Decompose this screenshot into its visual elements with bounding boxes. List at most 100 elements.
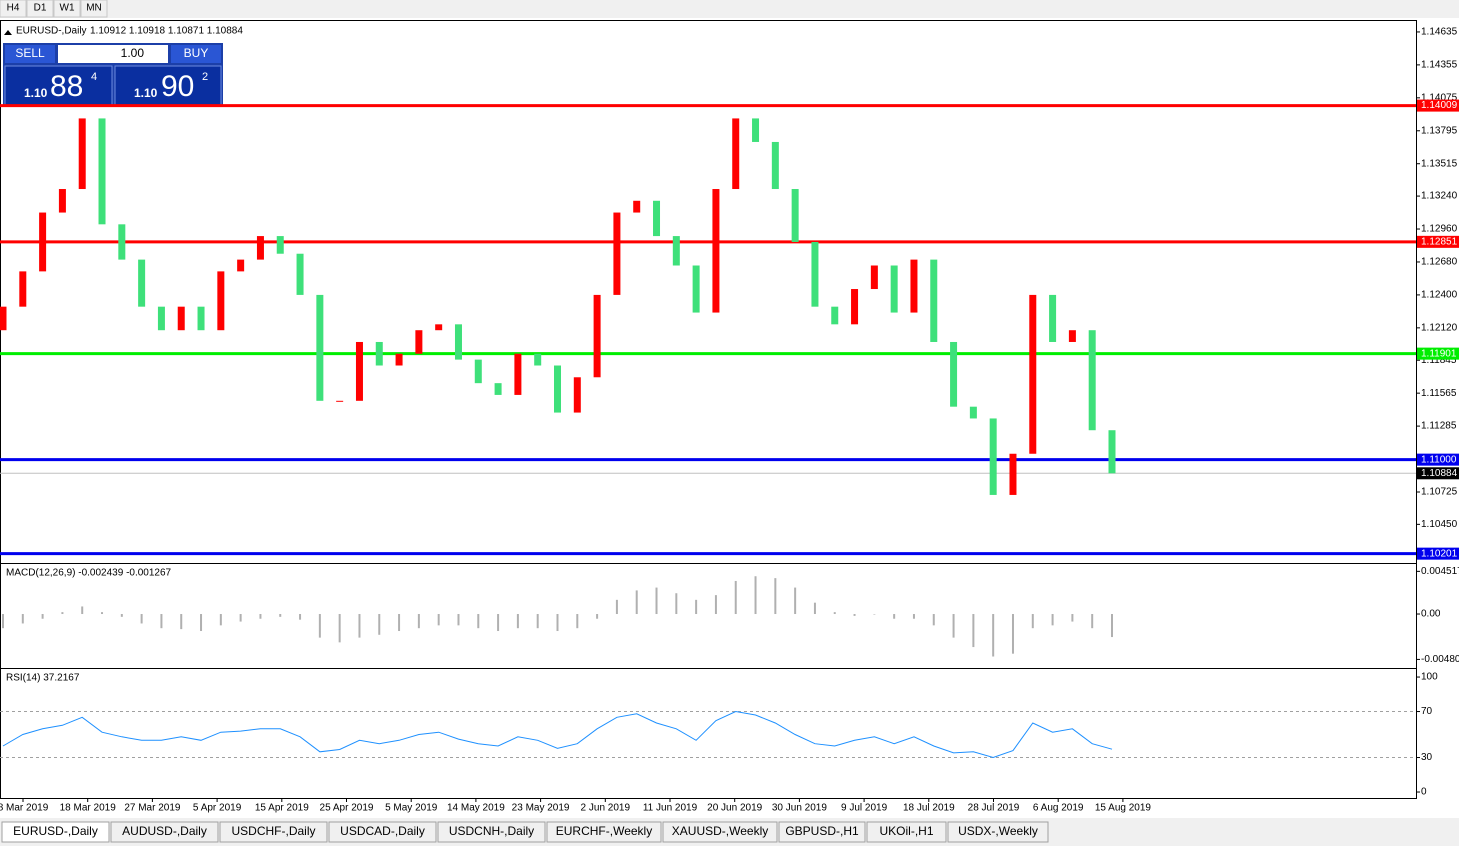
symbol-tab[interactable] bbox=[662, 821, 778, 843]
candle bbox=[771, 141, 779, 190]
candle bbox=[989, 418, 997, 495]
y-tick-label: 1.12960 bbox=[1421, 224, 1458, 235]
timeframe-button[interactable] bbox=[80, 0, 108, 18]
macd-bar bbox=[992, 614, 995, 657]
macd-bar bbox=[972, 614, 975, 648]
candle bbox=[276, 236, 284, 254]
symbol-tab[interactable] bbox=[437, 821, 546, 843]
macd-bar bbox=[120, 614, 123, 617]
candle bbox=[593, 294, 601, 378]
macd-bar bbox=[675, 593, 678, 615]
timeframe-label[interactable]: D1 bbox=[34, 3, 47, 14]
symbol-tab-label[interactable]: USDX-,Weekly bbox=[958, 824, 1038, 838]
symbol-tab-label[interactable]: UKOil-,H1 bbox=[879, 824, 933, 838]
candle bbox=[78, 118, 86, 190]
candle bbox=[1068, 330, 1076, 342]
candle bbox=[1108, 430, 1116, 474]
x-tick-label: 6 Aug 2019 bbox=[1033, 803, 1084, 814]
candle bbox=[0, 306, 7, 331]
macd-bar bbox=[893, 614, 896, 619]
lots-value[interactable]: 1.00 bbox=[121, 46, 145, 60]
x-tick-label: 18 Jul 2019 bbox=[903, 803, 955, 814]
y-tick-label: 0.004517 bbox=[1421, 566, 1459, 577]
y-tick-label: 1.13240 bbox=[1421, 191, 1458, 202]
x-tick-label: 28 Jul 2019 bbox=[968, 803, 1020, 814]
macd-bar bbox=[457, 614, 460, 626]
candle bbox=[732, 118, 740, 190]
candle bbox=[237, 259, 245, 272]
macd-bar bbox=[734, 580, 737, 615]
candle bbox=[514, 353, 522, 395]
buy-label[interactable]: BUY bbox=[184, 46, 209, 60]
level-label: 1.11000 bbox=[1421, 454, 1457, 465]
chart-frame bbox=[0, 20, 1417, 799]
x-tick-label: 11 Jun 2019 bbox=[643, 803, 698, 814]
macd-bar bbox=[1031, 614, 1034, 629]
symbol-tab[interactable] bbox=[546, 821, 662, 843]
sell-button[interactable] bbox=[5, 45, 55, 63]
symbol-tab[interactable] bbox=[1, 821, 110, 843]
symbol-tab-label[interactable]: USDCHF-,Daily bbox=[232, 824, 316, 838]
symbol-tab[interactable] bbox=[219, 821, 328, 843]
macd-bar bbox=[853, 614, 856, 616]
level-tag bbox=[1417, 99, 1459, 112]
macd-bar bbox=[794, 587, 797, 615]
candle bbox=[692, 265, 700, 313]
candle bbox=[197, 306, 205, 331]
symbol-tab[interactable] bbox=[866, 821, 947, 843]
y-tick-label: 0.00 bbox=[1421, 609, 1441, 620]
timeframe-label[interactable]: H4 bbox=[7, 3, 20, 14]
macd-bar bbox=[714, 595, 717, 615]
macd-bar bbox=[774, 578, 777, 615]
timeframe-label[interactable]: MN bbox=[86, 3, 102, 14]
macd-bar bbox=[81, 606, 84, 615]
x-tick-label: 15 Apr 2019 bbox=[255, 803, 309, 814]
buy-button[interactable] bbox=[171, 45, 221, 63]
timeframe-button[interactable] bbox=[53, 0, 81, 18]
macd-bar bbox=[1111, 614, 1113, 638]
ask-box[interactable] bbox=[114, 65, 222, 106]
symbol-tab-label[interactable]: AUDUSD-,Daily bbox=[122, 824, 207, 838]
macd-bar bbox=[695, 599, 698, 615]
y-tick-label: 1.13795 bbox=[1421, 125, 1458, 136]
x-tick-label: 5 May 2019 bbox=[385, 803, 438, 814]
macd-bar bbox=[200, 614, 203, 632]
candle bbox=[336, 400, 344, 402]
symbol-tab[interactable] bbox=[778, 821, 866, 843]
sell-label[interactable]: SELL bbox=[15, 46, 45, 60]
candle bbox=[1029, 294, 1037, 454]
x-tick-label: 8 Mar 2019 bbox=[0, 803, 49, 814]
macd-bar bbox=[61, 612, 64, 615]
symbol-tab-label[interactable]: XAUUSD-,Weekly bbox=[672, 824, 768, 838]
x-tick-label: 27 Mar 2019 bbox=[124, 803, 181, 814]
y-tick-label: 1.10725 bbox=[1421, 487, 1458, 498]
candle bbox=[573, 377, 581, 413]
candle bbox=[672, 236, 680, 266]
symbol-tab[interactable] bbox=[110, 821, 219, 843]
symbol-tab-label[interactable]: GBPUSD-,H1 bbox=[785, 824, 859, 838]
macd-bar bbox=[180, 614, 183, 630]
candle bbox=[969, 406, 977, 419]
symbol-tab-label[interactable]: EURUSD-,Daily bbox=[13, 824, 98, 838]
symbol-tab-label[interactable]: USDCNH-,Daily bbox=[449, 824, 534, 838]
symbol-tab[interactable] bbox=[328, 821, 437, 843]
symbol-tab-label[interactable]: USDCAD-,Daily bbox=[340, 824, 425, 838]
level-label: 1.12851 bbox=[1421, 236, 1458, 247]
macd-bar bbox=[1071, 614, 1074, 622]
timeframe-button[interactable] bbox=[0, 0, 27, 18]
y-tick-label: 1.14075 bbox=[1421, 92, 1458, 103]
y-tick-label: 100 bbox=[1421, 672, 1438, 683]
lots-input[interactable] bbox=[58, 45, 168, 63]
macd-bar bbox=[833, 612, 836, 615]
symbol-tab-label[interactable]: EURCHF-,Weekly bbox=[556, 824, 652, 838]
y-tick-label: -0.004806 bbox=[1421, 654, 1459, 665]
ask-prefix: 1.10 bbox=[134, 86, 158, 100]
timeframe-button[interactable] bbox=[26, 0, 54, 18]
candle bbox=[950, 341, 958, 407]
timeframe-label[interactable]: W1 bbox=[60, 3, 75, 14]
symbol-tab[interactable] bbox=[947, 821, 1049, 843]
macd-bar bbox=[556, 614, 559, 632]
rsi-line bbox=[2, 710, 1113, 759]
candle bbox=[316, 294, 324, 401]
collapse-icon[interactable] bbox=[4, 30, 12, 35]
